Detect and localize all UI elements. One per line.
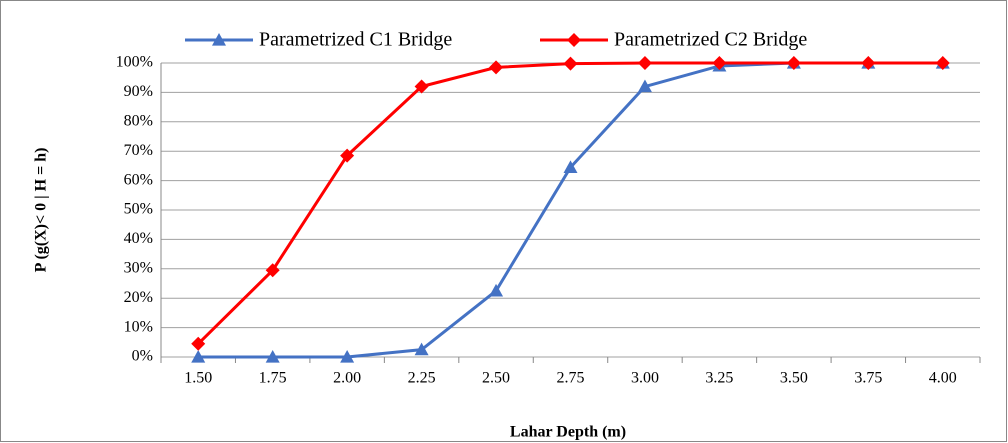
- y-tick-label: 90%: [124, 83, 153, 100]
- marker: [414, 79, 429, 94]
- marker: [414, 342, 429, 356]
- marker: [712, 56, 727, 70]
- y-tick-label: 100%: [116, 54, 153, 71]
- y-tick-label: 40%: [124, 230, 153, 247]
- marker: [637, 56, 652, 70]
- marker: [567, 33, 581, 47]
- y-tick-label: 70%: [124, 142, 153, 159]
- x-tick-label: 2.50: [482, 370, 510, 387]
- marker: [786, 56, 801, 70]
- x-tick-label: 2.25: [408, 370, 436, 387]
- y-tick-label: 30%: [124, 259, 153, 276]
- marker: [563, 56, 578, 71]
- marker: [340, 350, 355, 363]
- x-tick-label: 3.00: [631, 370, 659, 387]
- y-tick-label: 60%: [124, 171, 153, 188]
- legend-label: Parametrized C1 Bridge: [259, 29, 452, 51]
- marker: [191, 350, 206, 363]
- y-tick-label: 20%: [124, 289, 153, 306]
- marker: [212, 33, 226, 46]
- marker: [637, 79, 652, 93]
- y-axis-title: P (g(X)< 0 | H = h): [33, 148, 50, 273]
- marker: [563, 160, 578, 173]
- x-tick-label: 3.50: [780, 370, 808, 387]
- y-tick-label: 80%: [124, 112, 153, 129]
- legend-label: Parametrized C2 Bridge: [614, 29, 807, 51]
- y-tick-label: 0%: [132, 348, 153, 365]
- x-axis-title: Lahar Depth (m): [510, 424, 626, 441]
- x-tick-label: 3.25: [705, 370, 733, 387]
- x-tick-label: 4.00: [929, 370, 957, 387]
- x-tick-label: 2.00: [333, 370, 361, 387]
- x-tick-label: 1.75: [259, 370, 287, 387]
- x-tick-label: 2.75: [557, 370, 585, 387]
- marker: [191, 336, 206, 351]
- marker: [340, 148, 355, 163]
- y-tick-label: 50%: [124, 201, 153, 218]
- x-tick-label: 3.75: [854, 370, 882, 387]
- x-tick-label: 1.50: [184, 370, 212, 387]
- marker: [265, 263, 280, 278]
- y-tick-label: 10%: [124, 318, 153, 335]
- marker: [861, 56, 876, 70]
- marker: [489, 283, 504, 297]
- marker: [489, 60, 504, 75]
- marker: [935, 56, 950, 70]
- marker: [265, 350, 280, 363]
